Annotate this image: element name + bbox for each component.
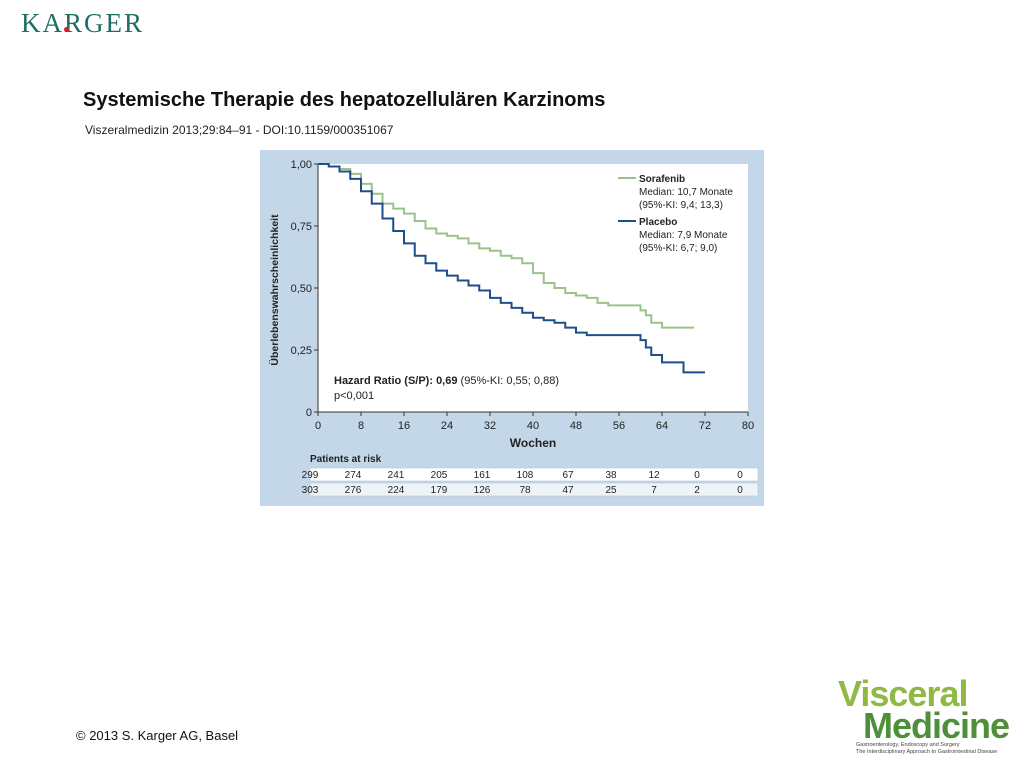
risk-table-cell: 161 [474,470,491,481]
x-tick-label: 32 [484,420,496,432]
risk-table-cell: 224 [388,485,405,496]
legend-median-placebo: Median: 7,9 Monate [639,230,728,241]
legend-label-placebo: Placebo [639,217,677,228]
x-tick-label: 0 [315,420,321,432]
survival-chart: 1,000,750,500,250 0 8 16 24 32 40 48 56 64 72 80 Ü… [268,159,759,497]
risk-table-cell: 205 [431,470,448,481]
risk-table: 299 274 241 205 161 108 67 38 12 0 0 303 276 224 179 12… [302,467,759,497]
y-tick-label: 0,75 [291,221,312,233]
risk-table-row [309,482,759,497]
visceral-medicine-logo: Visceral Medicine Gastroenterology, Endo… [836,673,1011,760]
risk-table-cell: 47 [562,485,574,496]
slide-title: Systemische Therapie des hepatozelluläre… [83,89,606,111]
y-tick-label: 0,50 [291,283,312,295]
x-ticks: 0 8 16 24 32 40 48 56 64 72 80 [315,412,754,432]
risk-table-cell: 299 [302,470,319,481]
p-value-annotation: p<0,001 [334,390,374,402]
legend: Sorafenib Median: 10,7 Monate (95%-KI: 9… [618,174,733,254]
risk-table-cell: 276 [345,485,362,496]
figure-panel: 1,00 0,75 0,50 0,25 0 0 8 16 24 32 40 48 56 64 72 80 Ü… [260,150,764,506]
journal-logo-line1: Visceral [838,673,968,714]
plot-area [318,164,748,412]
citation: Viszeralmedizin 2013;29:84–91 - DOI:10.1… [85,123,394,137]
risk-table-cell: 274 [345,470,362,481]
risk-table-cell: 67 [562,470,574,481]
karger-logo-dot [64,27,69,32]
legend-ci-placebo: (95%-KI: 6,7; 9,0) [639,243,717,254]
karger-logo: KARGER [21,8,144,39]
x-tick-label: 72 [699,420,711,432]
risk-table-cell: 0 [694,470,700,481]
legend-median-sorafenib: Median: 10,7 Monate [639,187,733,198]
x-tick-label: 80 [742,420,754,432]
risk-table-cell: 108 [517,470,534,481]
risk-table-cell: 38 [605,470,617,481]
journal-logo-sub2: The Interdisciplinary Approach to Gastro… [856,749,998,755]
x-tick-label: 8 [358,420,364,432]
journal-logo-line2: Medicine [863,705,1010,746]
y-axis-label: Überlebenswahrscheinlichkeit [268,214,281,366]
risk-table-cell: 126 [474,485,491,496]
x-tick-label: 56 [613,420,625,432]
risk-table-cell: 25 [605,485,617,496]
risk-table-cell: 303 [302,485,319,496]
risk-table-cell: 7 [651,485,657,496]
survival-curves [318,163,705,374]
x-tick-label: 64 [656,420,668,432]
x-tick-label: 16 [398,420,410,432]
karger-logo-text: KARGER [21,8,145,38]
risk-table-cell: 78 [519,485,531,496]
hazard-ratio-bold: Hazard Ratio (S/P): 0,69 [334,375,457,387]
risk-table-cell: 179 [431,485,448,496]
risk-table-row [309,467,759,482]
x-axis-label: Wochen [510,436,556,450]
hazard-ratio-ci: (95%-KI: 0,55; 0,88) [457,375,559,387]
risk-table-cell: 12 [648,470,660,481]
risk-table-cell: 2 [694,485,700,496]
curve-placebo [318,163,705,374]
x-tick-label: 24 [441,420,453,432]
hazard-ratio-annotation: Hazard Ratio (S/P): 0,69 (95%-KI: 0,55; … [334,375,559,387]
copyright: © 2013 S. Karger AG, Basel [76,728,239,743]
risk-table-title: Patients at risk [310,454,382,465]
legend-label-sorafenib: Sorafenib [639,174,685,185]
curve-sorafenib [318,163,695,329]
x-tick-label: 48 [570,420,582,432]
y-tick-label: 0 [306,407,312,419]
journal-logo-sub1: Gastroenterology, Endoscopy and Surgery [856,742,960,748]
x-tick-label: 40 [527,420,539,432]
y-tick-label: 1,00 [291,159,312,171]
y-tick-label: 0,25 [291,345,312,357]
y-ticks: 1,00 0,75 0,50 0,25 0 [291,159,318,419]
risk-table-cell: 241 [388,470,405,481]
risk-table-cell: 0 [737,470,743,481]
risk-table-cell: 0 [737,485,743,496]
legend-ci-sorafenib: (95%-KI: 9,4; 13,3) [639,200,723,211]
